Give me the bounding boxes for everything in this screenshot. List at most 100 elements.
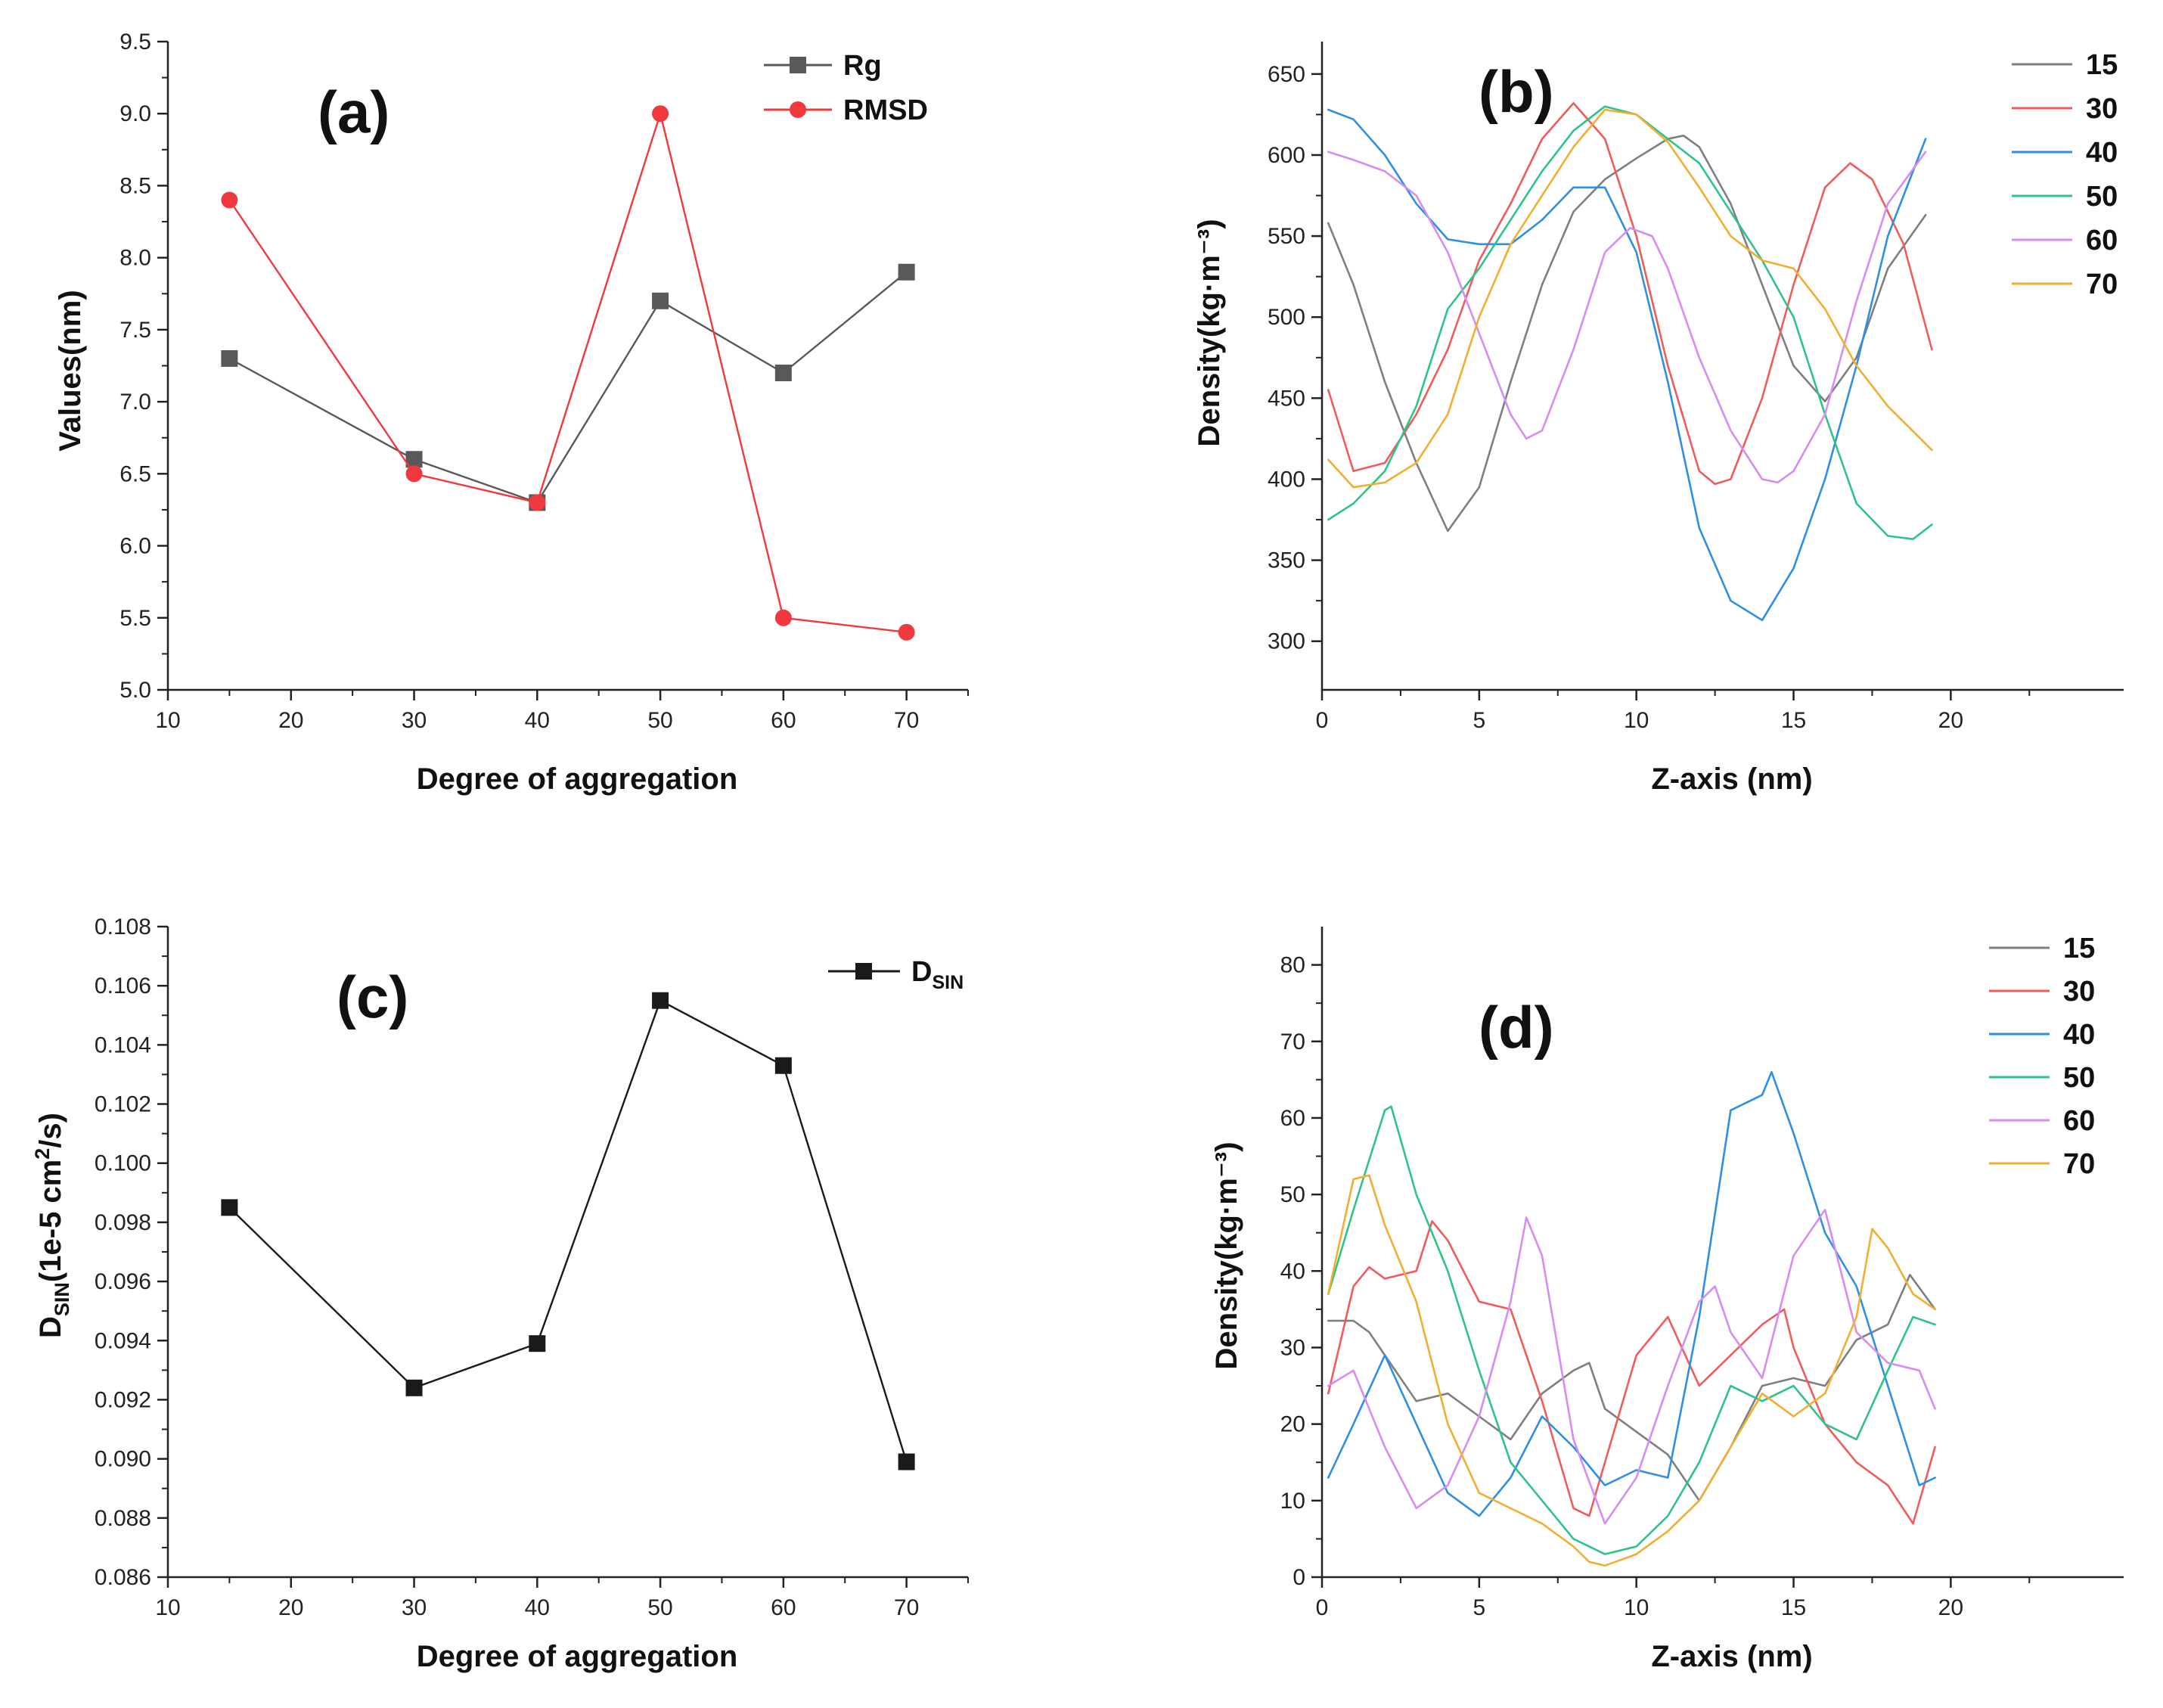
y-tick-label: 0.108	[95, 915, 151, 939]
data-point	[405, 451, 423, 468]
panel-c-ylabel: DSIN(1e-5 cm2/s)	[31, 1113, 73, 1338]
x-tick-label: 50	[647, 1595, 672, 1620]
y-tick-label: 7.5	[119, 318, 151, 343]
data-point	[221, 191, 238, 209]
panel-d-legend: 15 30 40 50 60 70	[1989, 933, 2095, 1180]
y-tick-label: 0.096	[95, 1269, 151, 1294]
y-tick-label: 600	[1268, 143, 1305, 168]
data-point	[774, 1057, 792, 1074]
y-tick-label: 0.086	[95, 1565, 151, 1590]
x-tick-label: 70	[894, 708, 919, 733]
series-line-40	[1327, 1070, 1936, 1517]
series-line-50	[1327, 1105, 1936, 1555]
y-tick-label: 9.5	[119, 30, 151, 54]
data-point	[898, 623, 915, 641]
y-tick-label: 7.0	[119, 390, 151, 415]
x-tick-label: 60	[771, 1595, 796, 1620]
legend-label-15: 15	[2063, 933, 2095, 964]
x-tick-label: 10	[155, 708, 180, 733]
panel-b-legend: 15 30 40 50 60 70	[2012, 49, 2118, 300]
panel-b-ylabel: Density(kg·m⁻³)	[1193, 219, 1226, 446]
series-line-rg	[228, 271, 908, 504]
x-tick-label: 10	[1624, 708, 1649, 733]
panel-c-xlabel: Degree of aggregation	[417, 1640, 738, 1673]
y-tick-label: 5.5	[119, 606, 151, 631]
legend-rmsd-label: RMSD	[843, 95, 928, 126]
x-tick-label: 10	[155, 1595, 180, 1620]
panel-d: 0 5 10 15 20 0 10 20 30 40 50 60 70 80 (d) Z-axis (n…	[1210, 927, 2124, 1673]
panel-c: 10 20 30 40 50 60 70 0.086 0.088 0.090 0.092 0.094…	[31, 915, 969, 1673]
x-tick-label: 5	[1473, 1595, 1485, 1620]
series-line-70	[1327, 1174, 1936, 1567]
series-line-40	[1327, 108, 1927, 622]
data-point	[652, 292, 669, 309]
series-line-15	[1327, 135, 1927, 533]
y-tick-label: 550	[1268, 224, 1305, 249]
panel-a-ylabel: Values(nm)	[54, 290, 87, 451]
y-tick-label: 0.104	[95, 1033, 151, 1057]
series-line-60	[1327, 1209, 1936, 1525]
data-point	[898, 263, 915, 281]
legend-label-60: 60	[2086, 225, 2118, 256]
x-tick-label: 50	[647, 708, 672, 733]
legend-label-70: 70	[2086, 269, 2118, 300]
x-tick-label: 15	[1781, 708, 1806, 733]
y-tick-label: 8.5	[119, 173, 151, 198]
x-tick-label: 0	[1316, 708, 1329, 733]
x-tick-label: 40	[525, 1595, 550, 1620]
data-point	[529, 494, 546, 511]
data-point	[774, 365, 792, 382]
legend-rg-label: Rg	[843, 50, 882, 82]
panel-a-legend: Rg RMSD	[764, 50, 928, 126]
legend-dsin-label: DSIN	[911, 956, 964, 993]
data-point	[774, 609, 792, 626]
x-tick-label: 70	[894, 1595, 919, 1620]
y-tick-label: 0.102	[95, 1092, 151, 1117]
panel-d-label: (d)	[1479, 994, 1554, 1061]
series-line-rmsd	[228, 113, 908, 633]
panel-b-label: (b)	[1479, 58, 1554, 125]
x-tick-label: 10	[1624, 1595, 1649, 1620]
y-tick-label: 50	[1280, 1182, 1305, 1207]
y-tick-label: 0	[1293, 1565, 1305, 1590]
legend-label-40: 40	[2063, 1019, 2095, 1051]
legend-label-30: 30	[2063, 976, 2095, 1008]
panel-a-label: (a)	[318, 79, 389, 145]
data-point	[898, 1453, 915, 1470]
data-point	[221, 1199, 238, 1216]
panel-b-xlabel: Z-axis (nm)	[1651, 762, 1812, 796]
y-tick-label: 20	[1280, 1412, 1305, 1437]
y-tick-label: 0.094	[95, 1328, 151, 1353]
y-tick-label: 6.5	[119, 461, 151, 486]
panel-a-xlabel: Degree of aggregation	[417, 762, 738, 796]
data-point	[652, 992, 669, 1009]
panel-d-xlabel: Z-axis (nm)	[1651, 1640, 1812, 1673]
x-tick-label: 5	[1473, 708, 1485, 733]
legend-label-50: 50	[2086, 181, 2118, 213]
x-tick-label: 30	[402, 708, 427, 733]
legend-label-30: 30	[2086, 93, 2118, 125]
y-tick-label: 5.0	[119, 678, 151, 703]
x-tick-label: 20	[1938, 708, 1963, 733]
y-tick-label: 60	[1280, 1106, 1305, 1131]
legend-dsin-marker	[855, 963, 872, 980]
y-tick-label: 0.092	[95, 1387, 151, 1412]
y-tick-label: 0.100	[95, 1151, 151, 1176]
x-tick-label: 20	[278, 1595, 303, 1620]
data-point	[405, 465, 423, 483]
x-tick-label: 60	[771, 708, 796, 733]
x-tick-label: 40	[525, 708, 550, 733]
series-line-d-sin	[228, 999, 908, 1463]
y-tick-label: 70	[1280, 1029, 1305, 1054]
data-point	[529, 1335, 546, 1352]
y-tick-label: 0.098	[95, 1210, 151, 1235]
panel-b: 0 5 10 15 20 300 350 400 450 500 550 600 650 (b) Z-…	[1193, 42, 2124, 796]
y-tick-label: 40	[1280, 1259, 1305, 1284]
panel-d-ylabel: Density(kg·m⁻³)	[1210, 1141, 1243, 1369]
data-point	[405, 1379, 423, 1396]
x-tick-label: 20	[1938, 1595, 1963, 1620]
legend-rg-marker	[790, 57, 806, 73]
legend-label-60: 60	[2063, 1105, 2095, 1137]
